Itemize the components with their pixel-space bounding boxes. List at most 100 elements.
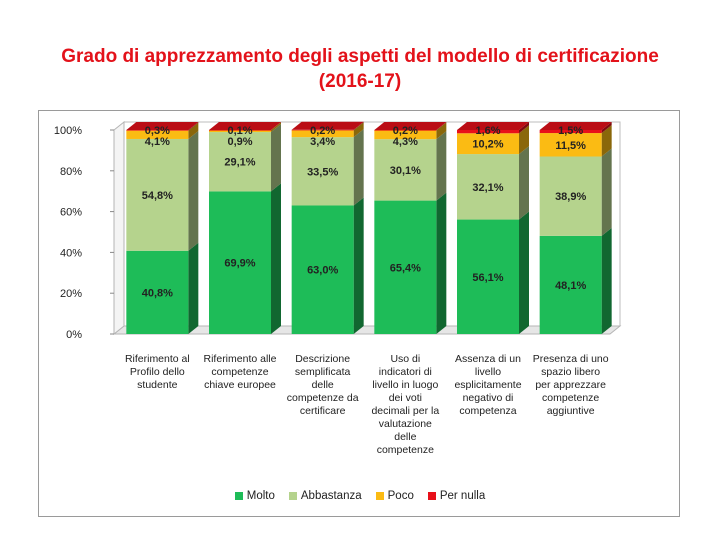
bar-segment-poco bbox=[539, 133, 602, 157]
bar-side-abbastanza bbox=[271, 124, 281, 192]
data-label: 0,1% bbox=[227, 125, 252, 137]
data-label: 0,3% bbox=[145, 125, 170, 137]
bar-segment-abbastanza bbox=[374, 139, 437, 201]
category-label: Assenza di un livello esplicitamente negati… bbox=[442, 353, 534, 418]
bar-side-poco bbox=[519, 125, 529, 155]
legend-item: Molto bbox=[234, 490, 275, 502]
bar-segment-per-nulla bbox=[539, 130, 602, 134]
data-label: 40,8% bbox=[142, 287, 173, 299]
category-label-line: Profilo dello bbox=[129, 366, 185, 378]
bar-side-poco bbox=[188, 122, 199, 139]
category-label-line: valutazione bbox=[378, 418, 432, 430]
bar-segment-molto bbox=[539, 235, 602, 334]
category-label-line: studente bbox=[137, 379, 178, 391]
bar-segment-molto bbox=[126, 250, 189, 334]
category-label-line: dei voti bbox=[388, 392, 422, 404]
category-label-line: livello in luogo bbox=[372, 379, 439, 391]
category-label-line: esplicitamente bbox=[454, 379, 522, 391]
legend-swatch bbox=[288, 492, 297, 500]
bar-side-abbastanza bbox=[601, 148, 612, 236]
category-label: Uso di indicatori di livello in luogo dei v… bbox=[359, 353, 451, 457]
data-label: 38,9% bbox=[555, 191, 586, 203]
bar-segment-per-nulla bbox=[126, 130, 189, 131]
bar-segment-per-nulla bbox=[457, 130, 519, 134]
legend-label: Poco bbox=[387, 490, 414, 502]
bar-top-cap bbox=[126, 122, 199, 130]
bar-side-poco bbox=[271, 122, 281, 133]
category-label-line: certificare bbox=[299, 405, 346, 417]
category-label-line: per apprezzare bbox=[535, 379, 606, 391]
category-label-line: semplificata bbox=[294, 366, 351, 378]
y-tick-label: 100% bbox=[54, 125, 82, 137]
bar-top-cap bbox=[374, 122, 447, 130]
bar-top-cap bbox=[291, 121, 364, 130]
bar-segment-abbastanza bbox=[457, 154, 519, 220]
data-label: 4,1% bbox=[145, 136, 170, 148]
category-label-line: competenza bbox=[459, 405, 517, 417]
category-label: Riferimento al Profilo dello studente bbox=[111, 353, 203, 392]
category-label-line: Uso di bbox=[390, 353, 421, 365]
category-label-line: negativo di bbox=[462, 392, 514, 404]
data-label: 63,0% bbox=[307, 265, 338, 277]
bar-top-cap bbox=[457, 122, 529, 130]
bar-top-cap bbox=[209, 122, 281, 130]
legend-swatch bbox=[427, 492, 436, 500]
data-label: 65,4% bbox=[390, 262, 421, 274]
category-label-line: chiave europee bbox=[204, 379, 276, 391]
y-tick-label: 80% bbox=[60, 166, 82, 178]
bar-segment-poco bbox=[209, 130, 271, 133]
y-tick-label: 60% bbox=[60, 207, 82, 219]
bar-side-molto bbox=[601, 227, 612, 334]
data-label: 1,6% bbox=[475, 125, 500, 137]
bar-segment-molto bbox=[291, 205, 354, 334]
bar-segment-poco bbox=[374, 130, 437, 140]
chart-title-line-1: Grado di apprezzamento degli aspetti del… bbox=[61, 46, 659, 67]
category-label-line: Descrizione bbox=[295, 353, 351, 365]
bar-side-molto bbox=[519, 211, 529, 334]
bar-side-molto bbox=[188, 242, 199, 334]
data-label: 29,1% bbox=[224, 157, 255, 169]
bar-segment-abbastanza bbox=[539, 156, 602, 236]
data-label: 48,1% bbox=[555, 280, 586, 292]
category-label-line: delle bbox=[394, 431, 417, 443]
bar-segment-per-nulla bbox=[209, 130, 271, 131]
category-label-line: Presenza di uno bbox=[532, 353, 609, 365]
category-label-line: Assenza di un bbox=[455, 353, 521, 365]
bar-side-abbastanza bbox=[436, 131, 447, 201]
category-label-line: indicatori di bbox=[378, 366, 432, 378]
bar-segment-per-nulla bbox=[374, 130, 437, 131]
chart-title-line-2: (2016-17) bbox=[318, 71, 402, 92]
bar-side-abbastanza bbox=[353, 129, 364, 206]
chart-title: Grado di apprezzamento degli aspetti del… bbox=[0, 44, 720, 94]
data-label: 4,3% bbox=[393, 136, 418, 148]
legend-swatch bbox=[375, 492, 384, 500]
category-label-line: competenze da bbox=[286, 392, 359, 404]
bar-segment-abbastanza bbox=[126, 138, 189, 251]
chart-side-wall bbox=[113, 120, 125, 336]
category-label: Presenza di uno spazio libero per apprezza… bbox=[525, 353, 617, 418]
bar-side-molto bbox=[436, 192, 447, 334]
bar-side-per-nulla bbox=[436, 122, 447, 131]
category-label-line: spazio libero bbox=[541, 366, 601, 378]
bar-segment-abbastanza bbox=[291, 137, 354, 206]
bar-segment-per-nulla bbox=[291, 129, 354, 131]
bar-side-poco bbox=[436, 122, 447, 140]
bar-side-molto bbox=[353, 197, 364, 334]
legend-label: Per nulla bbox=[439, 490, 486, 502]
bar-segment-poco bbox=[126, 130, 189, 139]
bar-top-cap bbox=[539, 122, 612, 130]
category-label: Riferimento alle competenze chiave europee bbox=[194, 353, 286, 392]
y-tick-label: 20% bbox=[60, 288, 82, 300]
data-label: 54,8% bbox=[142, 190, 173, 202]
legend-swatch bbox=[234, 492, 243, 500]
category-label-line: competenze bbox=[542, 392, 600, 404]
bar-side-per-nulla bbox=[601, 122, 612, 134]
data-label: 11,5% bbox=[555, 140, 586, 152]
category-label-line: decimali per la bbox=[371, 405, 440, 417]
data-label: 3,4% bbox=[310, 136, 335, 148]
category-label-line: livello bbox=[474, 366, 502, 378]
data-label: 32,1% bbox=[472, 182, 503, 194]
chart-legend: Molto Abbastanza Poco Per nulla bbox=[0, 490, 720, 502]
legend-item: Poco bbox=[375, 490, 414, 502]
